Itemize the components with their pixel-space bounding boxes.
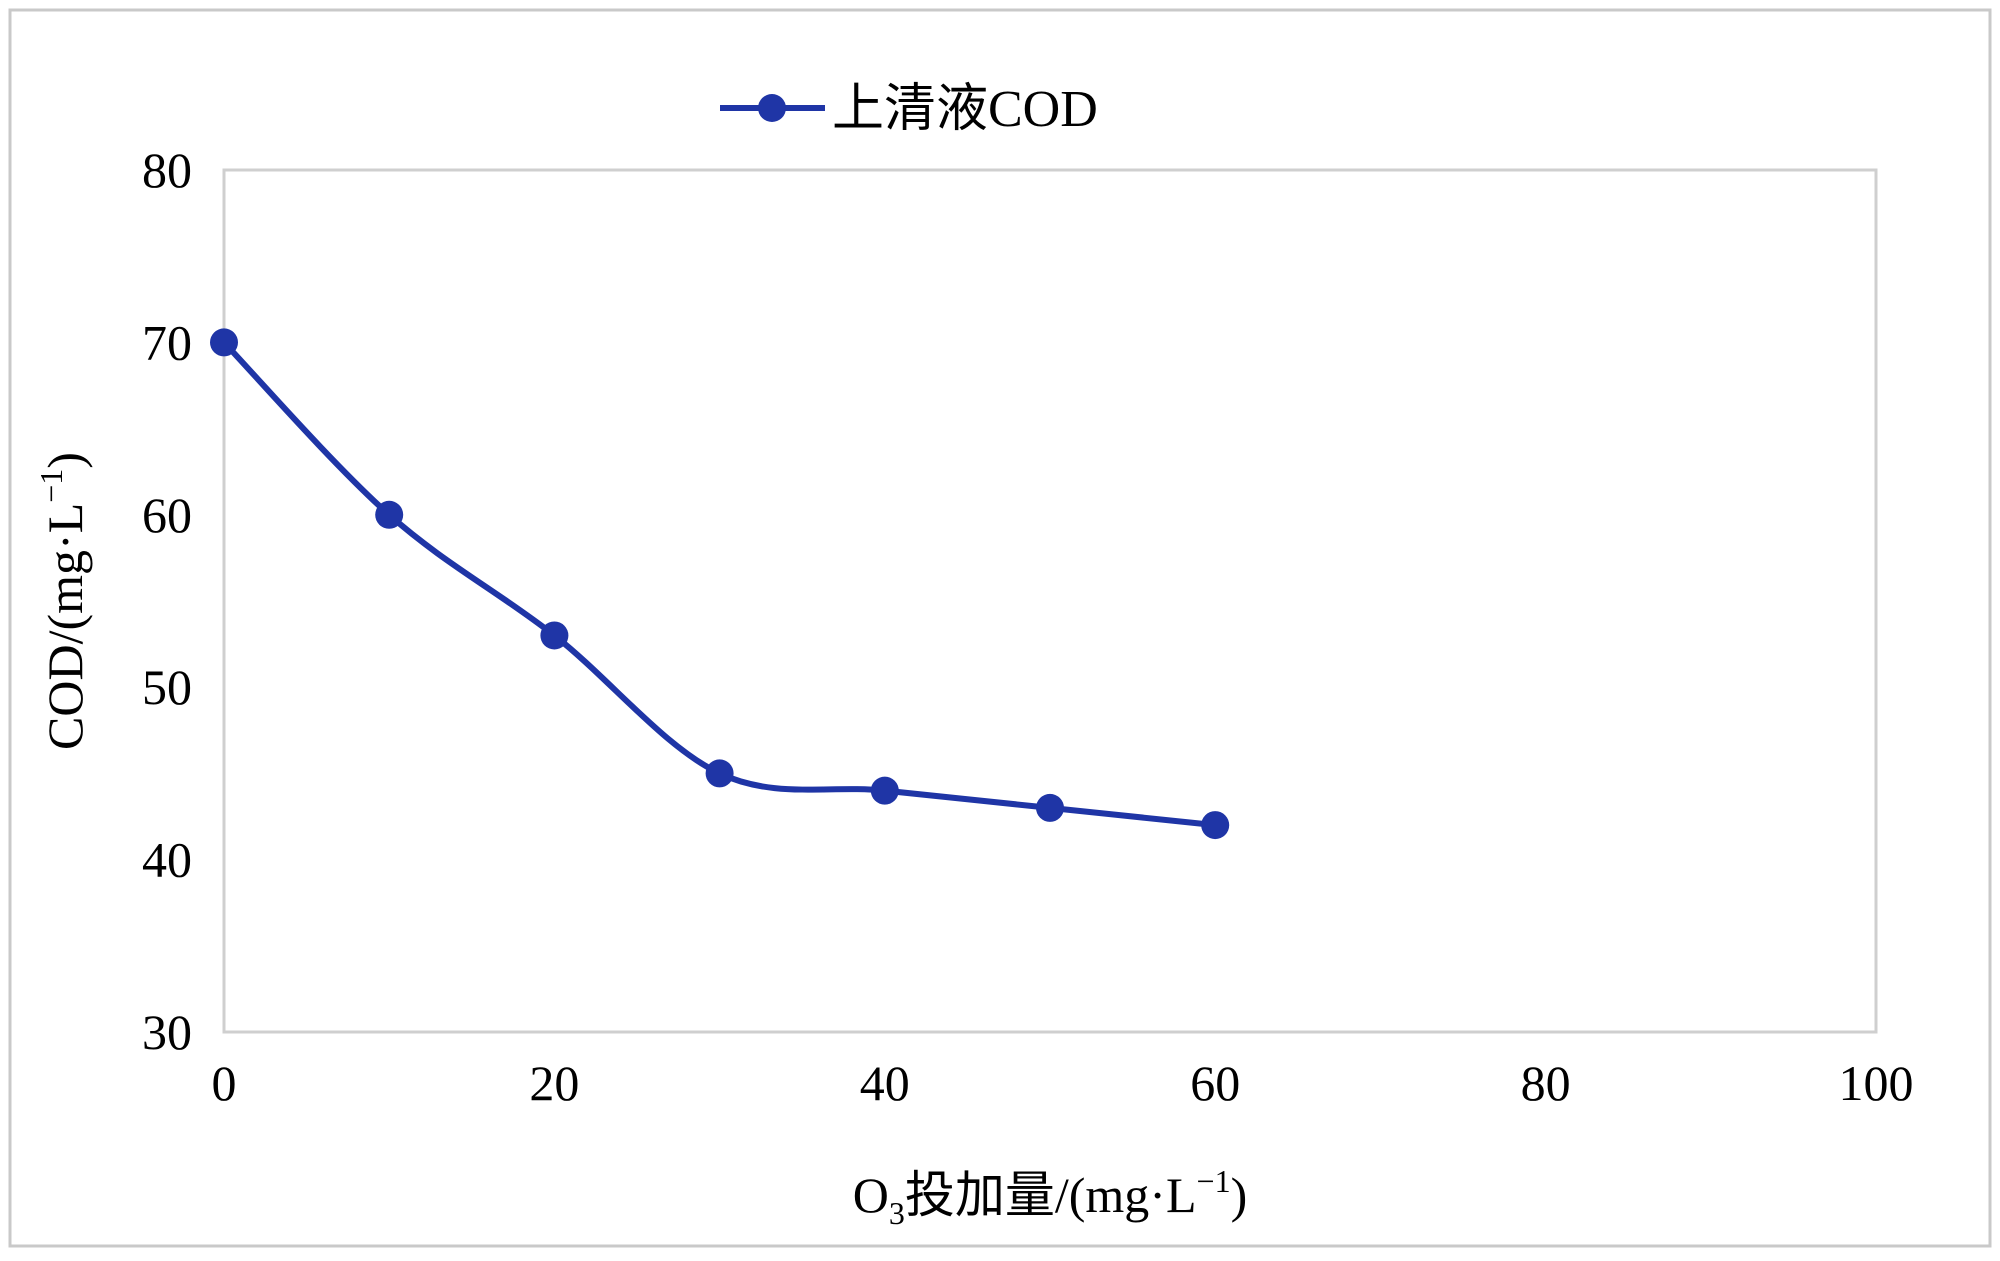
plot-area	[222, 168, 1878, 1034]
data-point	[870, 776, 899, 805]
x-tick-label: 80	[1521, 1055, 1571, 1111]
y-tick-label: 40	[142, 832, 192, 888]
y-tick-label: 80	[142, 142, 192, 198]
x-tick-label: 100	[1839, 1055, 1914, 1111]
y-axis-label-suffix: )	[37, 452, 93, 469]
data-point	[210, 328, 238, 357]
x-tick-label: 40	[860, 1055, 910, 1111]
y-axis-label-superscript: −1	[33, 469, 69, 503]
y-tick-label: 70	[142, 314, 192, 370]
x-axis-label-superscript: −1	[1197, 1163, 1231, 1199]
y-tick-label: 30	[142, 1004, 192, 1060]
x-tick-label: 0	[212, 1055, 237, 1111]
y-ticks: 30 40 50 60 70 80	[142, 142, 192, 1060]
y-tick-label: 50	[142, 659, 192, 715]
data-point	[705, 759, 734, 788]
data-point	[375, 500, 404, 529]
x-axis-label-prefix: O	[853, 1167, 889, 1223]
data-point	[1201, 811, 1230, 840]
x-axis-label-main: 投加量/(mg·L	[905, 1167, 1197, 1223]
legend-label: 上清液COD	[832, 81, 1098, 138]
x-tick-label: 20	[529, 1055, 579, 1111]
series-layer	[210, 328, 1230, 840]
x-axis-label-suffix: )	[1231, 1167, 1248, 1223]
legend: 上清液COD	[720, 81, 1098, 138]
y-tick-label: 60	[142, 487, 192, 543]
x-axis-label-subscript: 3	[889, 1195, 905, 1231]
y-axis-label-main: COD/(mg·L	[37, 503, 93, 750]
data-point	[1036, 793, 1064, 822]
x-tick-label: 60	[1190, 1055, 1240, 1111]
legend-marker	[758, 94, 786, 122]
y-axis-label: COD/(mg·L−1)	[33, 452, 93, 750]
x-ticks: 0 20 40 60 80 100	[212, 1055, 1914, 1111]
x-axis-label: O3投加量/(mg·L−1)	[853, 1163, 1247, 1231]
data-point	[540, 621, 569, 650]
